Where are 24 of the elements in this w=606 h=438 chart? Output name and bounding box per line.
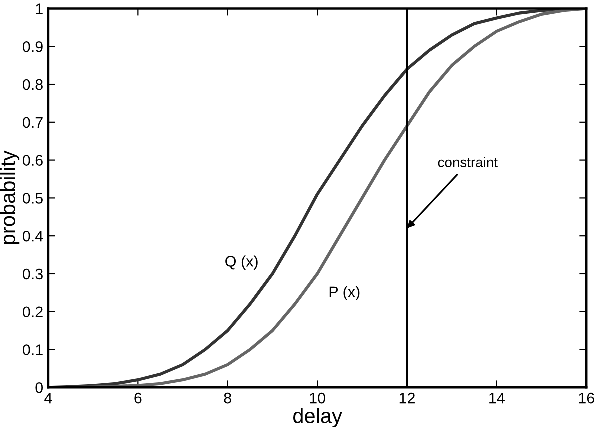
y-tick-label: 0.5 bbox=[22, 193, 43, 204]
y-axis-title: probability bbox=[0, 150, 20, 244]
series-label: P (x) bbox=[330, 286, 360, 301]
x-tick-label: 10 bbox=[310, 392, 326, 404]
y-tick-label: 0.4 bbox=[22, 230, 44, 242]
y-tick-label: 0.6 bbox=[22, 155, 43, 166]
annotation: constraint bbox=[438, 157, 498, 168]
x-tick-label: 14 bbox=[490, 393, 505, 404]
x-tick-label: 8 bbox=[224, 392, 232, 404]
y-tick-label: 0.9 bbox=[22, 42, 43, 52]
y-tick-label: 0.8 bbox=[22, 79, 43, 90]
x-tick-label: 16 bbox=[579, 392, 594, 404]
x-tick-label: 4 bbox=[44, 393, 52, 404]
series-label: Q (x) bbox=[226, 256, 258, 270]
line-series bbox=[48, 8, 587, 388]
x-tick-label: 12 bbox=[400, 392, 415, 404]
y-tick-label: 0 bbox=[36, 382, 44, 394]
x-axis-title: delay bbox=[294, 408, 342, 428]
y-tick-label: 0.3 bbox=[22, 268, 43, 280]
y-tick-label: 1 bbox=[36, 4, 43, 14]
y-tick-label: 0.7 bbox=[22, 117, 43, 128]
x-tick-label: 6 bbox=[134, 392, 142, 404]
y-tick-label: 0.1 bbox=[22, 344, 43, 356]
y-tick-label: 0.2 bbox=[22, 306, 43, 318]
